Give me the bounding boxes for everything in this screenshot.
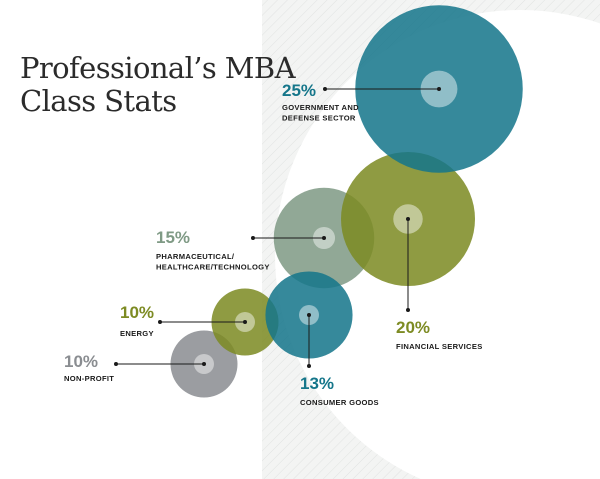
category-label-4-line-0: ENERGY	[120, 329, 154, 338]
leader-dot-0-0	[323, 87, 327, 91]
leader-dot-1-1	[406, 308, 410, 312]
pct-label-2: 15%	[156, 228, 190, 247]
leader-dot-0-1	[437, 87, 441, 91]
chart-title-line-1: Professional’s MBA	[20, 51, 297, 85]
leader-dot-4-0	[158, 320, 162, 324]
category-label-1-line-0: FINANCIAL SERVICES	[396, 342, 483, 351]
leader-dot-3-1	[307, 364, 311, 368]
bubble-labels: 25% GOVERNMENT AND DEFENSE SECTOR 20% FINANC…	[64, 81, 483, 407]
leader-dot-2-1	[322, 236, 326, 240]
leader-dot-4-1	[243, 320, 247, 324]
leader-lines	[114, 87, 441, 368]
pct-label-3: 13%	[300, 374, 334, 393]
leader-dot-1-0	[406, 217, 410, 221]
leader-dot-2-0	[251, 236, 255, 240]
category-label-2-line-0: PHARMACEUTICAL/	[156, 252, 235, 261]
leader-dot-5-1	[202, 362, 206, 366]
category-label-3-line-0: CONSUMER GOODS	[300, 398, 379, 407]
pct-label-0: 25%	[282, 81, 316, 100]
leader-dot-3-0	[307, 313, 311, 317]
category-label-5-line-0: NON-PROFIT	[64, 374, 114, 383]
pct-label-1: 20%	[396, 318, 430, 337]
pct-label-4: 10%	[120, 303, 154, 322]
pct-label-5: 10%	[64, 352, 98, 371]
leader-dot-5-0	[114, 362, 118, 366]
chart-title-line-2: Class Stats	[20, 84, 176, 118]
category-label-2-line-1: HEALTHCARE/TECHNOLOGY	[156, 263, 270, 272]
category-label-0-line-1: DEFENSE SECTOR	[282, 114, 356, 123]
category-label-0-line-0: GOVERNMENT AND	[282, 103, 359, 112]
